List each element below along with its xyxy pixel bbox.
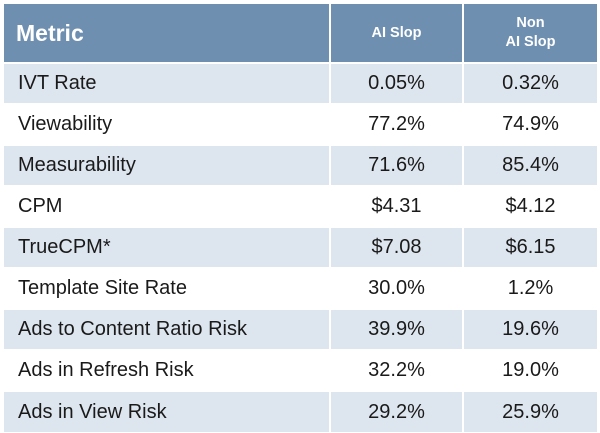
- row-non-ai-slop-value: 19.6%: [463, 308, 597, 350]
- row-metric-label: Ads in Refresh Risk: [4, 349, 331, 391]
- row-ai-slop-value: 39.9%: [330, 308, 464, 350]
- row-metric-label: Measurability: [4, 144, 331, 186]
- table-header-row: Metric AI Slop Non AI Slop: [4, 4, 597, 63]
- table-row: CPM $4.31 $4.12: [4, 185, 597, 227]
- row-non-ai-slop-value: 0.32%: [463, 62, 597, 104]
- row-ai-slop-value: $7.08: [330, 226, 464, 268]
- row-ai-slop-value: 71.6%: [330, 144, 464, 186]
- table-row: Viewability 77.2% 74.9%: [4, 103, 597, 145]
- row-metric-label: Viewability: [4, 103, 331, 145]
- row-ai-slop-value: $4.31: [330, 185, 464, 227]
- row-metric-label: Template Site Rate: [4, 267, 331, 309]
- row-ai-slop-value: 30.0%: [330, 267, 464, 309]
- row-metric-label: Ads to Content Ratio Risk: [4, 308, 331, 350]
- metrics-comparison-table: Metric AI Slop Non AI Slop IVT Rate 0.05…: [4, 4, 597, 432]
- header-non-ai-slop-line1: Non: [516, 15, 545, 31]
- table-row: Ads to Content Ratio Risk 39.9% 19.6%: [4, 308, 597, 350]
- table-row: IVT Rate 0.05% 0.32%: [4, 62, 597, 104]
- row-non-ai-slop-value: $4.12: [463, 185, 597, 227]
- row-ai-slop-value: 29.2%: [330, 390, 464, 432]
- row-metric-label: Ads in View Risk: [4, 390, 331, 432]
- header-non-ai-slop-line2: AI Slop: [505, 34, 556, 50]
- row-non-ai-slop-value: 25.9%: [463, 390, 597, 432]
- metrics-table-container: Metric AI Slop Non AI Slop IVT Rate 0.05…: [4, 4, 597, 432]
- table-row: Measurability 71.6% 85.4%: [4, 144, 597, 186]
- row-non-ai-slop-value: 19.0%: [463, 349, 597, 391]
- row-metric-label: TrueCPM*: [4, 226, 331, 268]
- table-row: Ads in Refresh Risk 32.2% 19.0%: [4, 349, 597, 391]
- header-non-ai-slop: Non AI Slop: [463, 4, 597, 63]
- table-row: TrueCPM* $7.08 $6.15: [4, 226, 597, 268]
- row-ai-slop-value: 77.2%: [330, 103, 464, 145]
- row-non-ai-slop-value: 85.4%: [463, 144, 597, 186]
- table-row: Ads in View Risk 29.2% 25.9%: [4, 390, 597, 432]
- row-metric-label: IVT Rate: [4, 62, 331, 104]
- row-ai-slop-value: 32.2%: [330, 349, 464, 391]
- header-metric: Metric: [4, 4, 331, 63]
- row-ai-slop-value: 0.05%: [330, 62, 464, 104]
- table-row: Template Site Rate 30.0% 1.2%: [4, 267, 597, 309]
- row-non-ai-slop-value: $6.15: [463, 226, 597, 268]
- row-non-ai-slop-value: 1.2%: [463, 267, 597, 309]
- row-non-ai-slop-value: 74.9%: [463, 103, 597, 145]
- row-metric-label: CPM: [4, 185, 331, 227]
- header-ai-slop: AI Slop: [330, 4, 464, 63]
